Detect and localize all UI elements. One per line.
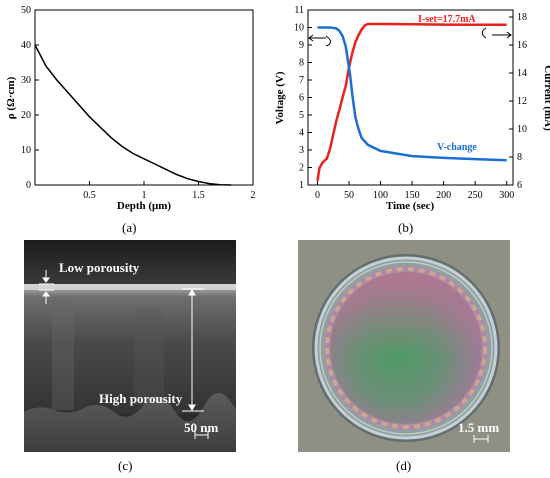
chart-b-series-current: [316, 22, 507, 181]
optical-sample-image: 1.5 mm: [298, 240, 510, 452]
caption-d: (d): [396, 458, 412, 473]
chart-b-ytick-label: 10: [294, 23, 304, 34]
chart-b-ytick-label: 1: [299, 180, 304, 191]
chart-b-y2tick-label: 16: [517, 40, 527, 51]
chart-a-ytick-label: 30: [21, 75, 31, 86]
chart-b-ytick-label: 9: [299, 40, 304, 51]
chart-b-y2label: Current (mA): [542, 65, 550, 131]
scale-bar-label-d: 1.5 mm: [458, 420, 500, 435]
chart-b-ytick-label: 2: [299, 163, 304, 174]
chart-b-ytick-label: 6: [299, 93, 304, 104]
chart-b-ytick-label: 3: [299, 145, 304, 156]
chart-b-y2tick-label: 6: [517, 180, 522, 191]
label-low-porosity: Low porousity: [59, 260, 140, 275]
chart-b-xlabel: Time (sec): [386, 200, 435, 212]
chart-a-xtick-label: 1.5: [192, 190, 205, 201]
chart-b: 0 50 100 150 200 250 3001234567891011681012141…: [274, 5, 550, 212]
chart-b-y2tick-label: 14: [517, 68, 527, 79]
chart-b-annotation-voltage: V-change: [437, 142, 477, 153]
chart-b-y2tick-label: 12: [517, 96, 527, 107]
chart-b-series-voltage: [317, 26, 507, 162]
chart-b-xtick-label: 300: [499, 190, 514, 201]
chart-b-xtick-label: 0: [315, 190, 320, 201]
chart-a-ytick-label: 0: [26, 180, 31, 191]
caption-a: (a): [122, 220, 137, 235]
label-high-porosity: High porousity: [99, 391, 183, 406]
chart-b-y2tick-label: 8: [517, 152, 522, 163]
chart-a-ylabel: ρ (Ω·cm): [5, 76, 17, 119]
chart-b-y2tick-label: 18: [517, 12, 527, 23]
chart-b-ylabel: Voltage (V): [274, 71, 286, 124]
sem-cross-section-image: Low porousity High porousity 50 nm: [24, 240, 236, 452]
chart-a-xtick-label: 1: [142, 190, 147, 201]
chart-a-xtick-label: 0.5: [83, 190, 96, 201]
chart-b-xtick-label: 250: [468, 190, 483, 201]
chart-a-ytick-label: 40: [21, 40, 31, 51]
chart-b-xtick-label: 100: [373, 190, 388, 201]
chart-b-xtick-label: 200: [436, 190, 451, 201]
chart-b-y2tick-label: 10: [517, 124, 527, 135]
chart-a-series-line: [34, 44, 232, 186]
chart-a-ytick-label: 50: [21, 5, 31, 16]
chart-b-xtick-label: 50: [344, 190, 354, 201]
chart-b-ytick-label: 7: [299, 75, 304, 86]
scale-bar-label-c: 50 nm: [184, 420, 219, 435]
chart-b-ytick-label: 5: [299, 110, 304, 121]
chart-a-xlabel: Depth (μm): [117, 200, 172, 212]
chart-b-annotation-current: I-set=17.7mA: [418, 14, 476, 25]
chart-b-ytick-label: 4: [299, 128, 304, 139]
chart-a-ytick-label: 10: [21, 145, 31, 156]
caption-b: (b): [398, 220, 414, 235]
chart-b-left-arrow: [308, 34, 331, 47]
chart-b-ytick-label: 8: [299, 58, 304, 69]
chart-b-xtick-label: 150: [405, 190, 420, 201]
chart-b-right-arrow: [481, 27, 512, 39]
caption-c: (c): [118, 458, 133, 473]
chart-a-ytick-label: 20: [21, 110, 31, 121]
chart-b-ytick-label: 11: [294, 5, 304, 16]
chart-a-xtick-label: 2: [251, 190, 256, 201]
